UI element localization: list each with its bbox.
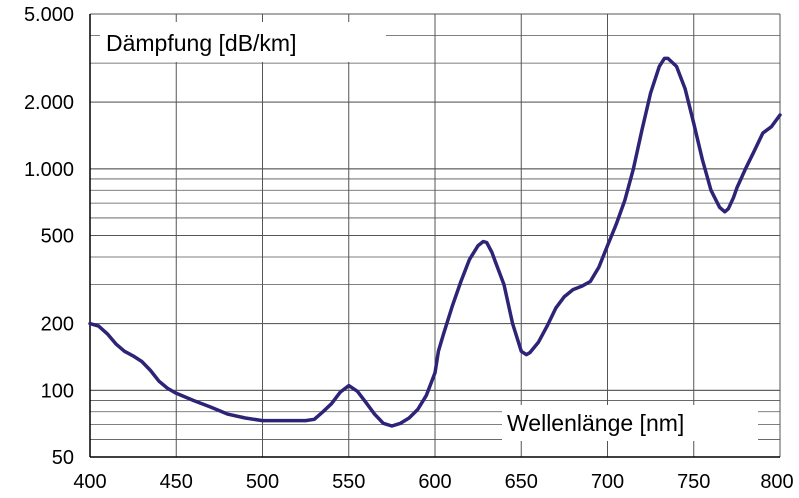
y-axis-title-bg [100, 22, 386, 62]
x-tick-label: 750 [677, 471, 710, 493]
x-tick-label: 400 [73, 471, 106, 493]
y-tick-label: 100 [41, 380, 74, 402]
x-tick-label: 650 [505, 471, 538, 493]
axes [89, 14, 780, 458]
x-tick-label: 600 [418, 471, 451, 493]
y-tick-label: 2.000 [24, 92, 74, 114]
x-axis-title: Wellenlänge [nm] [507, 410, 684, 436]
x-tick-label: 700 [591, 471, 624, 493]
y-tick-label: 500 [41, 226, 74, 248]
x-tick-label: 450 [160, 471, 193, 493]
series [88, 56, 782, 428]
y-tick-label: 5.000 [24, 4, 74, 26]
x-tick-label: 800 [760, 471, 793, 493]
y-tick-labels: 5.000 2.000 1.000 500 200 100 50 [24, 4, 74, 469]
grid [89, 13, 781, 458]
series-line [88, 56, 782, 428]
y-tick-label: 1.000 [24, 159, 74, 181]
y-tick-label: 50 [52, 447, 74, 469]
x-tick-label: 550 [332, 471, 365, 493]
x-axis-title-bg [502, 405, 758, 441]
x-tick-labels: 400 450 500 550 600 650 700 750 800 [73, 471, 793, 493]
y-tick-label: 200 [41, 314, 74, 336]
y-axis-title: Dämpfung [dB/km] [106, 30, 296, 56]
x-tick-label: 500 [246, 471, 279, 493]
